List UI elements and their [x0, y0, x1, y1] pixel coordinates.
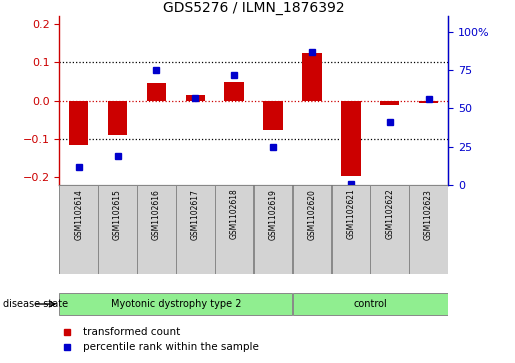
Bar	[332, 185, 370, 274]
Title: GDS5276 / ILMN_1876392: GDS5276 / ILMN_1876392	[163, 1, 345, 15]
Text: GSM1102622: GSM1102622	[385, 189, 394, 240]
Bar	[185, 95, 205, 101]
Text: GSM1102620: GSM1102620	[307, 189, 316, 240]
Bar	[59, 185, 98, 274]
Bar	[137, 185, 176, 274]
Bar	[302, 53, 322, 101]
Bar	[293, 293, 448, 315]
Bar	[419, 101, 438, 103]
Text: GSM1102617: GSM1102617	[191, 189, 200, 240]
Bar	[225, 82, 244, 101]
Bar	[341, 101, 360, 176]
Text: GSM1102621: GSM1102621	[347, 189, 355, 240]
Text: Myotonic dystrophy type 2: Myotonic dystrophy type 2	[111, 299, 241, 309]
Text: percentile rank within the sample: percentile rank within the sample	[82, 342, 259, 352]
Text: transformed count: transformed count	[82, 327, 180, 337]
Bar	[263, 101, 283, 130]
Bar	[108, 101, 127, 135]
Bar	[98, 185, 137, 274]
Bar	[409, 185, 448, 274]
Text: GSM1102614: GSM1102614	[74, 189, 83, 240]
Bar	[147, 83, 166, 101]
Text: GSM1102619: GSM1102619	[269, 189, 278, 240]
Bar	[176, 185, 215, 274]
Bar	[293, 185, 331, 274]
Text: GSM1102618: GSM1102618	[230, 189, 238, 240]
Bar	[69, 101, 89, 145]
Bar	[215, 185, 253, 274]
Text: GSM1102615: GSM1102615	[113, 189, 122, 240]
Bar	[380, 101, 400, 105]
Text: GSM1102623: GSM1102623	[424, 189, 433, 240]
Bar	[254, 185, 293, 274]
Text: control: control	[353, 299, 387, 309]
Text: GSM1102616: GSM1102616	[152, 189, 161, 240]
Text: disease state: disease state	[3, 299, 67, 309]
Bar	[59, 293, 293, 315]
Bar	[370, 185, 409, 274]
